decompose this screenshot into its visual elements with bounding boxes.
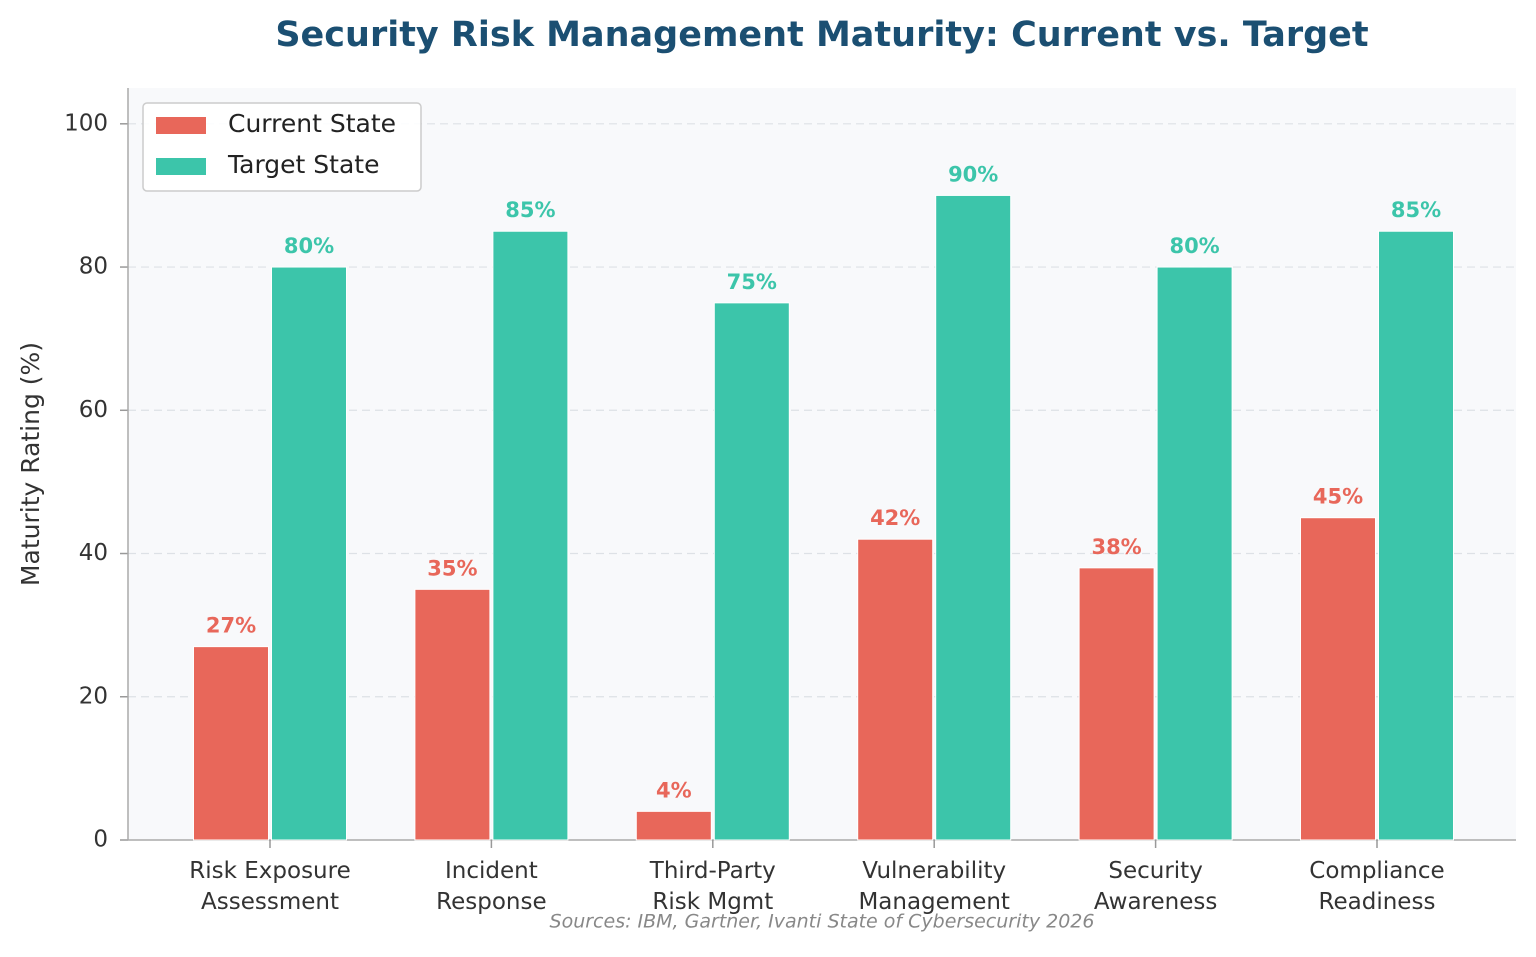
y-tick-label: 80	[79, 254, 108, 280]
source-note: Sources: IBM, Gartner, Ivanti State of C…	[550, 911, 1095, 933]
value-label: 27%	[206, 614, 256, 638]
value-label: 38%	[1091, 535, 1141, 559]
x-tick-label: Incident Response	[436, 858, 546, 915]
chart-title: Security Risk Management Maturity: Curre…	[275, 15, 1368, 55]
bar	[857, 538, 934, 841]
value-label: 42%	[870, 506, 920, 530]
value-label: 85%	[505, 198, 555, 222]
value-label: 75%	[727, 270, 777, 294]
bar	[492, 230, 569, 841]
legend-box	[142, 102, 422, 192]
bar	[1156, 266, 1233, 841]
legend-label: Current State	[228, 109, 396, 138]
legend-label: Target State	[227, 150, 379, 179]
bar	[271, 266, 347, 841]
legend-swatch	[156, 158, 206, 175]
x-tick-label: Third-Party Risk Mgmt	[649, 858, 776, 915]
bar	[713, 302, 790, 841]
bar	[935, 194, 1012, 841]
x-tick-label: Vulnerability Management	[858, 858, 1010, 915]
bar	[1300, 517, 1376, 841]
y-tick-label: 100	[64, 110, 108, 136]
value-label: 90%	[948, 162, 998, 186]
bar	[193, 646, 269, 841]
value-label: 85%	[1391, 198, 1441, 222]
y-tick-label: 0	[93, 827, 108, 853]
bar	[414, 588, 491, 841]
value-label: 35%	[427, 556, 477, 580]
bar	[1078, 567, 1155, 841]
value-label: 80%	[284, 234, 334, 258]
bar	[635, 810, 712, 841]
y-axis-label: Maturity Rating (%)	[16, 342, 45, 586]
x-tick-label: Security Awareness	[1094, 858, 1218, 915]
plot-area	[128, 88, 1516, 840]
bar	[1378, 230, 1454, 841]
x-tick-label: Risk Exposure Assessment	[189, 858, 350, 915]
legend-swatch	[156, 117, 206, 134]
y-tick-label: 60	[79, 397, 108, 423]
y-tick-label: 20	[79, 683, 108, 709]
x-tick-label: Compliance Readiness	[1309, 858, 1444, 915]
y-tick-label: 40	[79, 540, 108, 566]
value-label: 45%	[1313, 485, 1363, 509]
value-label: 4%	[656, 778, 692, 802]
value-label: 80%	[1169, 234, 1219, 258]
